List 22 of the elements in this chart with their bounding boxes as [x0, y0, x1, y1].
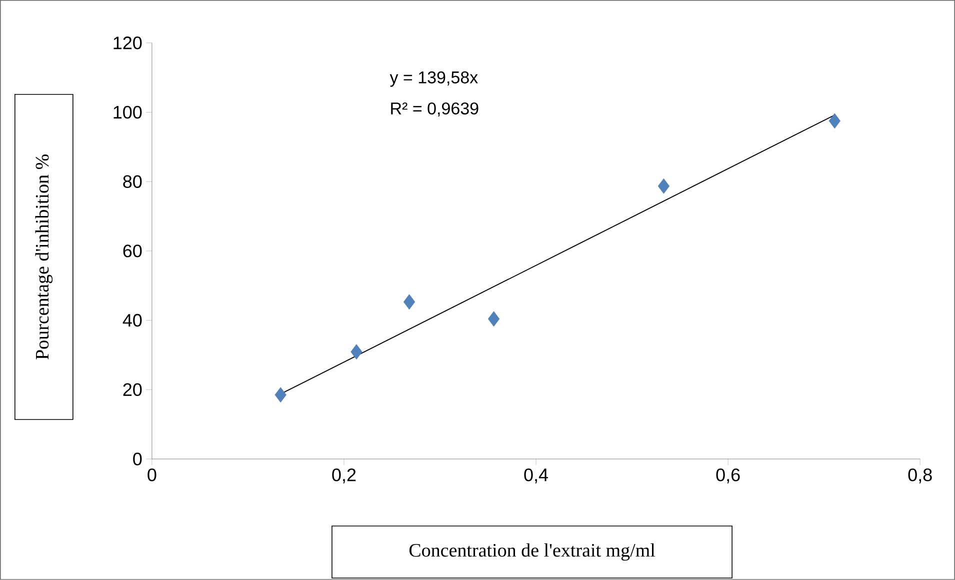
x-tick-label: 0,6 [716, 468, 740, 484]
y-tick-label: 80 [123, 175, 142, 188]
y-tick-label: 20 [123, 383, 142, 396]
y-tick-label: 100 [114, 106, 142, 119]
point [488, 311, 500, 327]
x-tick-label: 0,4 [524, 468, 548, 484]
point [274, 387, 286, 403]
point [350, 344, 362, 360]
y-tick-label: 0 [133, 452, 142, 466]
x-tick-label: 0,2 [332, 468, 356, 484]
y-tick-label: 120 [114, 36, 142, 50]
point [828, 113, 840, 129]
y-axis-title: Pourcentage d'inhibition % [35, 154, 53, 360]
annotation: y = 139,58x [390, 71, 478, 87]
point [658, 178, 670, 194]
point [403, 294, 416, 310]
y-tick-label: 60 [123, 244, 142, 258]
x-tick-label: 0,8 [908, 468, 932, 484]
x-tick-label: 0 [148, 468, 156, 482]
y-tick-label: 40 [122, 314, 142, 327]
x-axis-title: Concentration de l'extrait mg/ml [409, 543, 656, 561]
annotation: R² = 0,9639 [391, 102, 478, 117]
